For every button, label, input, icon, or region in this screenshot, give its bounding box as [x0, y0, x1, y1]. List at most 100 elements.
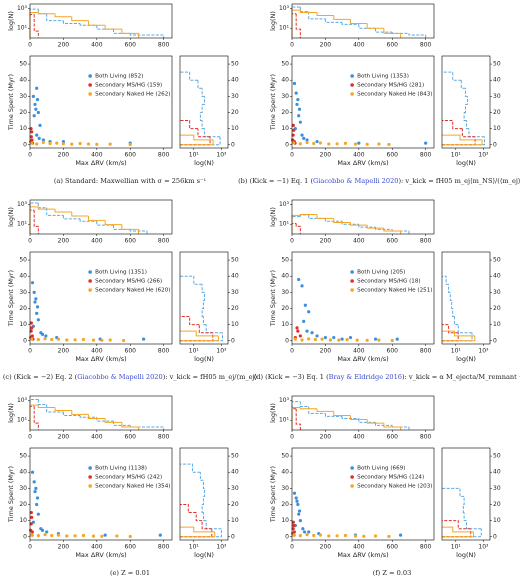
axes-frame — [291, 395, 435, 431]
y-tick-label: 10 — [19, 125, 27, 132]
y-tick-label: 20 — [493, 109, 501, 116]
scatter-point — [35, 305, 40, 309]
y-tick-label: 10¹ — [17, 25, 28, 32]
legend-marker — [350, 92, 354, 96]
x-axis-label: Max ΔRV (km/s) — [75, 159, 126, 167]
scatter-point — [292, 533, 296, 537]
histogram-step — [180, 528, 213, 538]
scatter-point — [424, 141, 428, 145]
scatter-point — [320, 337, 324, 341]
x-tick-label: 0 — [28, 434, 32, 441]
y-tick-label: 50 — [493, 61, 501, 68]
scatter-point — [95, 142, 99, 146]
y-tick-label: 20 — [231, 305, 239, 312]
legend-label: Secondary MS/HG (18) — [357, 279, 420, 285]
scatter-point — [56, 533, 61, 537]
histogram-step — [180, 463, 201, 473]
histogram-step — [204, 128, 221, 138]
scatter-point — [29, 135, 33, 139]
scatter-point — [32, 480, 36, 484]
x-tick-label: 800 — [420, 152, 432, 159]
histogram-step — [202, 496, 204, 505]
histogram-step — [291, 222, 297, 234]
scatter-point — [30, 337, 34, 341]
axes-frame — [29, 55, 173, 149]
scatter-point — [305, 140, 309, 145]
scatter-point — [40, 528, 45, 532]
legend-label: Secondary MS/HG (159) — [95, 83, 162, 89]
histogram-step — [198, 324, 213, 334]
scatter-point — [298, 534, 302, 538]
x-tick-label: 800 — [420, 238, 432, 245]
histogram-step — [464, 88, 468, 97]
scatter-point — [65, 534, 69, 538]
histogram-step — [29, 405, 35, 430]
axes-frame — [179, 55, 229, 149]
scatter-point — [395, 337, 399, 341]
scatter-point — [30, 326, 34, 330]
scatter-point — [30, 533, 34, 537]
axes-frame — [441, 447, 491, 541]
scatter-point — [291, 123, 295, 128]
caption: (a) Standard: Maxwellian with σ = 256km … — [54, 177, 207, 185]
y-tick-label: 0 — [231, 337, 235, 344]
x-tick-label: 600 — [387, 42, 399, 49]
caption: (e) Z = 0.01 — [110, 569, 150, 577]
histogram-step — [308, 11, 326, 20]
histogram-step — [201, 308, 204, 318]
x-tick-label: 600 — [387, 434, 399, 441]
histogram-step — [442, 487, 465, 497]
scatter-point — [34, 297, 38, 301]
scatter-point — [81, 533, 86, 538]
scatter-point — [103, 533, 107, 537]
histogram-step — [33, 14, 39, 38]
caption: (f) Z = 0.03 — [373, 569, 412, 577]
scatter-point — [298, 120, 302, 124]
histogram-step — [201, 504, 204, 514]
y-tick-label: 10¹ — [279, 417, 290, 424]
x-tick-label: 0 — [28, 348, 32, 355]
y-tick-label: 10¹ — [17, 417, 28, 424]
y-tick-label: 20 — [493, 305, 501, 312]
histogram-step — [180, 120, 198, 130]
histogram-step — [366, 419, 384, 424]
y-tick-label: 40 — [281, 77, 289, 84]
histogram-step — [452, 308, 455, 318]
x-axis-label: log(N) — [456, 355, 476, 363]
y-tick-label: 10 — [231, 517, 239, 524]
scatter-point — [128, 534, 132, 539]
scatter-point — [108, 142, 112, 146]
x-tick-label: 800 — [158, 434, 170, 441]
scatter-point — [35, 133, 39, 137]
histogram-step — [366, 225, 384, 229]
scatter-point — [297, 277, 301, 282]
y-tick-label: 40 — [281, 469, 289, 476]
y-tick-label: 10¹ — [279, 25, 290, 32]
y-tick-label: 40 — [493, 273, 501, 280]
scatter-point — [100, 534, 104, 538]
y-axis-label: log(N) — [7, 207, 15, 227]
histogram-step — [442, 139, 483, 146]
y-tick-label: 0 — [493, 141, 497, 148]
histogram-step — [62, 215, 81, 220]
scatter-point — [29, 510, 33, 515]
y-tick-label: 30 — [19, 289, 27, 296]
y-tick-label: 50 — [231, 61, 239, 68]
y-tick-label: 30 — [281, 485, 289, 492]
histogram-step — [180, 526, 215, 533]
scatter-point — [34, 486, 38, 490]
scatter-point — [292, 81, 297, 86]
x-axis-label: Max ΔRV (km/s) — [337, 159, 388, 167]
y-tick-label: 0 — [23, 337, 27, 344]
scatter-point — [328, 338, 333, 342]
histogram-step — [87, 414, 106, 419]
legend-marker — [88, 288, 92, 292]
histogram-step — [442, 275, 449, 285]
legend-marker — [350, 466, 354, 470]
histogram-step — [201, 284, 205, 293]
scatter-point — [348, 335, 353, 340]
scatter-point — [91, 338, 96, 342]
legend-label: Secondary MS/HG (242) — [95, 475, 162, 481]
x-tick-label: 400 — [91, 152, 103, 159]
x-tick-label: 200 — [320, 42, 332, 49]
